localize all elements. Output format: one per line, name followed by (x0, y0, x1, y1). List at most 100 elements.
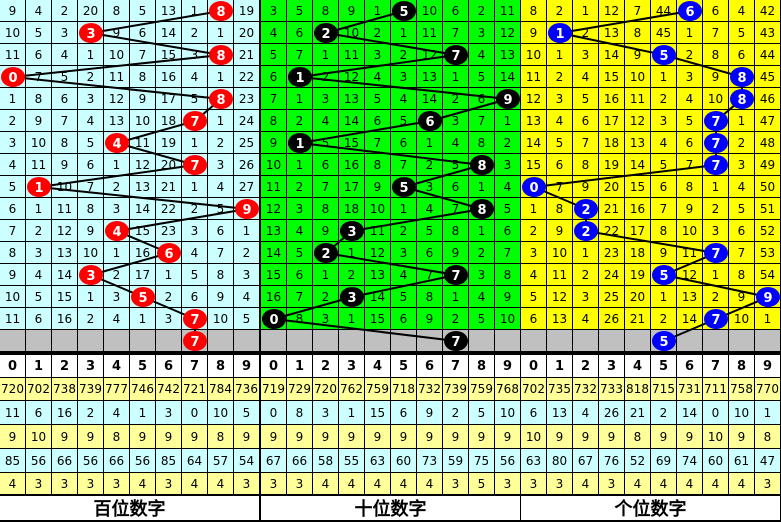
pending-cell (677, 330, 703, 352)
miss-count-cell: 3 (547, 88, 573, 110)
stat-cell: 61 (729, 449, 755, 473)
stat-cell: 9 (156, 425, 182, 449)
miss-count-cell: 13 (599, 22, 625, 44)
stat-cell: 3 (52, 473, 78, 495)
miss-count-cell: 2 (547, 66, 573, 88)
digit-header: 0 (0, 355, 26, 378)
miss-count-cell: 6 (313, 154, 339, 176)
miss-count-cell: 6 (391, 308, 417, 330)
miss-count-cell: 12 (365, 242, 391, 264)
pending-cell (26, 330, 52, 352)
miss-count-cell: 2 (365, 22, 391, 44)
miss-count-cell: 1 (443, 66, 469, 88)
miss-count-cell: 21 (156, 176, 182, 198)
miss-count-cell: 5 (443, 154, 469, 176)
miss-count-cell: 23 (234, 88, 260, 110)
miss-count-cell: 1 (26, 198, 52, 220)
miss-count-cell: 1 (313, 44, 339, 66)
stat-cell: 64 (182, 449, 208, 473)
stat-cell: 9 (261, 425, 287, 449)
panel-label: 百位数字 (0, 496, 260, 520)
stat-cell: 67 (573, 449, 599, 473)
pending-cell (0, 330, 26, 352)
miss-count-cell: 20 (625, 286, 651, 308)
miss-count-cell: 12 (52, 220, 78, 242)
stat-cell: 5 (469, 401, 495, 425)
miss-count-cell: 3 (573, 286, 599, 308)
digit-header: 8 (208, 355, 234, 378)
miss-count-cell: 11 (339, 44, 365, 66)
miss-count-cell: 5 (417, 220, 443, 242)
stat-cell: 9 (417, 425, 443, 449)
miss-count-cell: 2 (651, 88, 677, 110)
miss-count-cell: 15 (156, 44, 182, 66)
miss-count-cell: 6 (130, 22, 156, 44)
miss-count-cell: 1 (339, 308, 365, 330)
digit-header: 4 (625, 355, 651, 378)
miss-count-cell: 4 (52, 44, 78, 66)
miss-count-cell: 5 (469, 66, 495, 88)
miss-count-cell: 1 (208, 66, 234, 88)
miss-count-cell: 11 (52, 198, 78, 220)
digit-header: 7 (703, 355, 729, 378)
miss-count-cell: 20 (599, 176, 625, 198)
miss-count-cell: 3 (0, 132, 26, 154)
pending-cell (573, 330, 599, 352)
miss-count-cell: 1 (495, 110, 521, 132)
miss-count-cell: 13 (52, 242, 78, 264)
miss-count-cell: 17 (599, 110, 625, 132)
miss-count-cell: 13 (104, 110, 130, 132)
stat-cell: 9 (573, 425, 599, 449)
miss-count-cell: 8 (469, 132, 495, 154)
digit-header: 3 (599, 355, 625, 378)
miss-count-cell: 3 (234, 264, 260, 286)
miss-count-cell: 3 (26, 242, 52, 264)
miss-count-cell: 19 (156, 132, 182, 154)
hit-cell (703, 110, 729, 132)
hit-cell (573, 220, 599, 242)
miss-count-cell: 1 (547, 44, 573, 66)
miss-count-cell: 14 (417, 88, 443, 110)
pending-cell (287, 330, 313, 352)
miss-count-cell: 11 (495, 0, 521, 22)
stat-cell: 14 (677, 401, 703, 425)
stat-cell: 2 (78, 401, 104, 425)
miss-count-cell: 24 (599, 264, 625, 286)
stat-cell: 9 (677, 425, 703, 449)
miss-count-cell: 52 (755, 220, 781, 242)
miss-count-cell: 8 (443, 220, 469, 242)
miss-count-cell: 8 (52, 132, 78, 154)
hit-cell (651, 44, 677, 66)
stat-cell: 3 (443, 473, 469, 495)
miss-count-cell: 9 (0, 0, 26, 22)
stat-cell: 9 (391, 425, 417, 449)
stat-cell: 719 (261, 378, 287, 401)
miss-count-cell: 5 (130, 0, 156, 22)
miss-count-cell: 12 (599, 0, 625, 22)
miss-count-cell: 2 (156, 286, 182, 308)
miss-count-cell: 4 (443, 132, 469, 154)
stat-cell: 3 (547, 473, 573, 495)
stat-cell: 733 (599, 378, 625, 401)
miss-count-cell: 10 (625, 66, 651, 88)
digit-header: 3 (78, 355, 104, 378)
digit-header: 9 (495, 355, 521, 378)
stat-cell: 10 (495, 401, 521, 425)
miss-count-cell: 2 (547, 0, 573, 22)
stat-cell: 5 (469, 473, 495, 495)
miss-count-cell: 3 (495, 154, 521, 176)
miss-count-cell: 2 (78, 308, 104, 330)
miss-count-cell: 3 (365, 44, 391, 66)
miss-count-cell: 1 (182, 132, 208, 154)
stat-cell: 720 (0, 378, 26, 401)
miss-count-cell: 12 (261, 198, 287, 220)
hit-cell (495, 88, 521, 110)
miss-count-cell: 1 (156, 264, 182, 286)
miss-count-cell: 17 (625, 220, 651, 242)
miss-count-cell: 5 (287, 0, 313, 22)
miss-count-cell: 49 (755, 154, 781, 176)
miss-count-cell: 7 (417, 264, 443, 286)
miss-count-cell: 45 (651, 22, 677, 44)
stat-cell: 759 (365, 378, 391, 401)
miss-count-cell: 1 (469, 176, 495, 198)
